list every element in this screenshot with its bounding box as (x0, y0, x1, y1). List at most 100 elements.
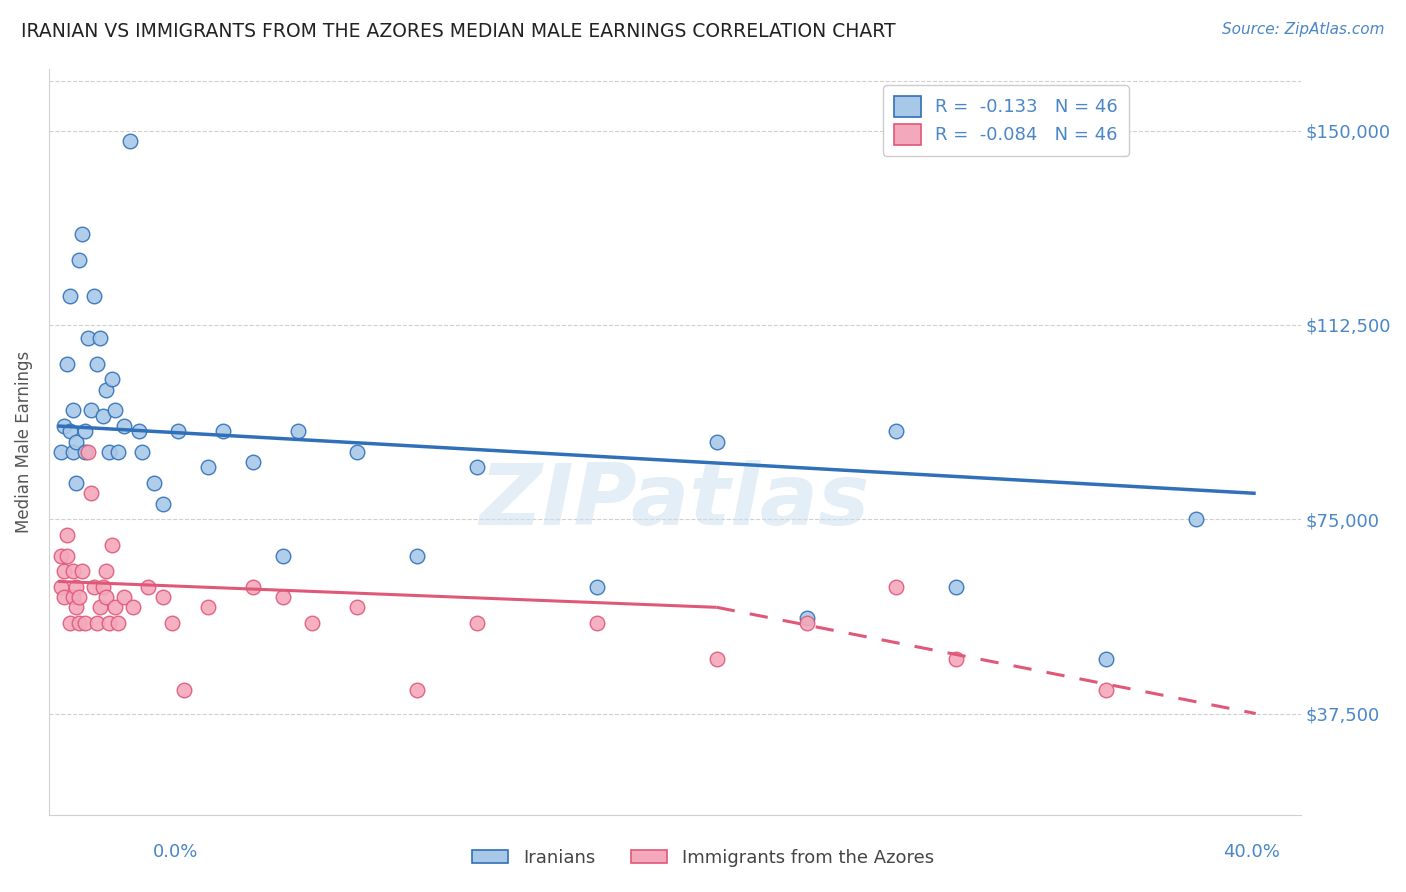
Point (346, 445, 368, 459)
Point (142, 475, 165, 490)
Point (67, 253, 90, 268)
Legend: R =  -0.133   N = 46, R =  -0.084   N = 46: R = -0.133 N = 46, R = -0.084 N = 46 (883, 85, 1129, 155)
Point (65, 600, 87, 615)
Point (945, 580, 967, 594)
Point (70, 564, 93, 578)
Point (465, 460, 488, 475)
Point (49, 549, 72, 563)
Point (62, 564, 84, 578)
Point (101, 538, 124, 552)
Point (706, 652, 728, 666)
Point (91, 409, 114, 423)
Point (166, 424, 188, 438)
Point (107, 615, 129, 630)
Point (83, 289, 105, 303)
Legend: Iranians, Immigrants from the Azores: Iranians, Immigrants from the Azores (465, 842, 941, 874)
Point (62, 445, 84, 459)
Point (52, 590, 75, 604)
Point (945, 652, 967, 666)
Point (112, 419, 135, 434)
Point (136, 580, 159, 594)
Point (94, 564, 117, 578)
Point (49, 445, 72, 459)
Point (796, 610, 818, 624)
Point (91, 580, 114, 594)
Y-axis label: Median Male Earnings: Median Male Earnings (15, 351, 32, 533)
Point (97, 445, 120, 459)
Point (152, 590, 174, 604)
Point (1185, 512, 1208, 526)
Point (62, 590, 84, 604)
Point (706, 434, 728, 449)
Point (152, 497, 174, 511)
Point (465, 615, 488, 630)
Point (586, 580, 609, 594)
Point (67, 615, 90, 630)
Point (52, 564, 75, 578)
Point (73, 445, 96, 459)
Point (65, 475, 87, 490)
Point (86, 615, 108, 630)
Point (56, 528, 79, 542)
Point (271, 549, 294, 563)
Point (62, 403, 84, 417)
Point (94, 383, 117, 397)
Point (86, 357, 108, 371)
Point (56, 357, 79, 371)
Point (94, 590, 117, 604)
Point (1095, 652, 1118, 666)
Point (886, 580, 908, 594)
Point (301, 615, 323, 630)
Text: 40.0%: 40.0% (1223, 843, 1279, 861)
Point (118, 134, 141, 148)
Point (73, 615, 96, 630)
Point (287, 424, 309, 438)
Point (104, 403, 127, 417)
Point (586, 615, 609, 630)
Point (112, 590, 135, 604)
Text: 0.0%: 0.0% (153, 843, 198, 861)
Point (101, 372, 124, 386)
Point (52, 419, 75, 434)
Point (77, 331, 100, 345)
Point (83, 580, 105, 594)
Point (80, 486, 103, 500)
Text: Source: ZipAtlas.com: Source: ZipAtlas.com (1222, 22, 1385, 37)
Point (73, 424, 96, 438)
Point (97, 615, 120, 630)
Point (89, 600, 111, 615)
Point (67, 590, 90, 604)
Point (56, 549, 79, 563)
Point (197, 460, 219, 475)
Point (89, 331, 111, 345)
Point (406, 683, 429, 698)
Point (346, 600, 368, 615)
Point (211, 424, 233, 438)
Point (70, 227, 93, 242)
Point (59, 424, 82, 438)
Point (197, 600, 219, 615)
Point (77, 445, 100, 459)
Point (886, 424, 908, 438)
Point (65, 434, 87, 449)
Point (49, 580, 72, 594)
Point (131, 445, 153, 459)
Point (65, 580, 87, 594)
Point (104, 600, 127, 615)
Point (271, 590, 294, 604)
Point (128, 424, 150, 438)
Point (796, 615, 818, 630)
Point (173, 683, 195, 698)
Point (242, 455, 264, 469)
Point (59, 289, 82, 303)
Point (160, 615, 183, 630)
Text: IRANIAN VS IMMIGRANTS FROM THE AZORES MEDIAN MALE EARNINGS CORRELATION CHART: IRANIAN VS IMMIGRANTS FROM THE AZORES ME… (21, 22, 896, 41)
Point (59, 615, 82, 630)
Text: ZIPatlas: ZIPatlas (479, 459, 870, 542)
Point (107, 445, 129, 459)
Point (406, 549, 429, 563)
Point (242, 580, 264, 594)
Point (80, 403, 103, 417)
Point (1095, 683, 1118, 698)
Point (121, 600, 143, 615)
